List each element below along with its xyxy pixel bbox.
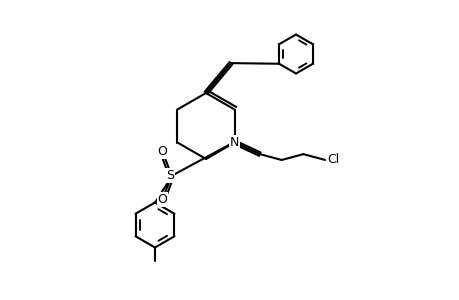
Text: O: O <box>157 193 167 206</box>
Text: O: O <box>157 145 167 158</box>
Text: N: N <box>230 136 239 149</box>
Text: S: S <box>166 169 174 182</box>
Text: Cl: Cl <box>327 154 339 166</box>
